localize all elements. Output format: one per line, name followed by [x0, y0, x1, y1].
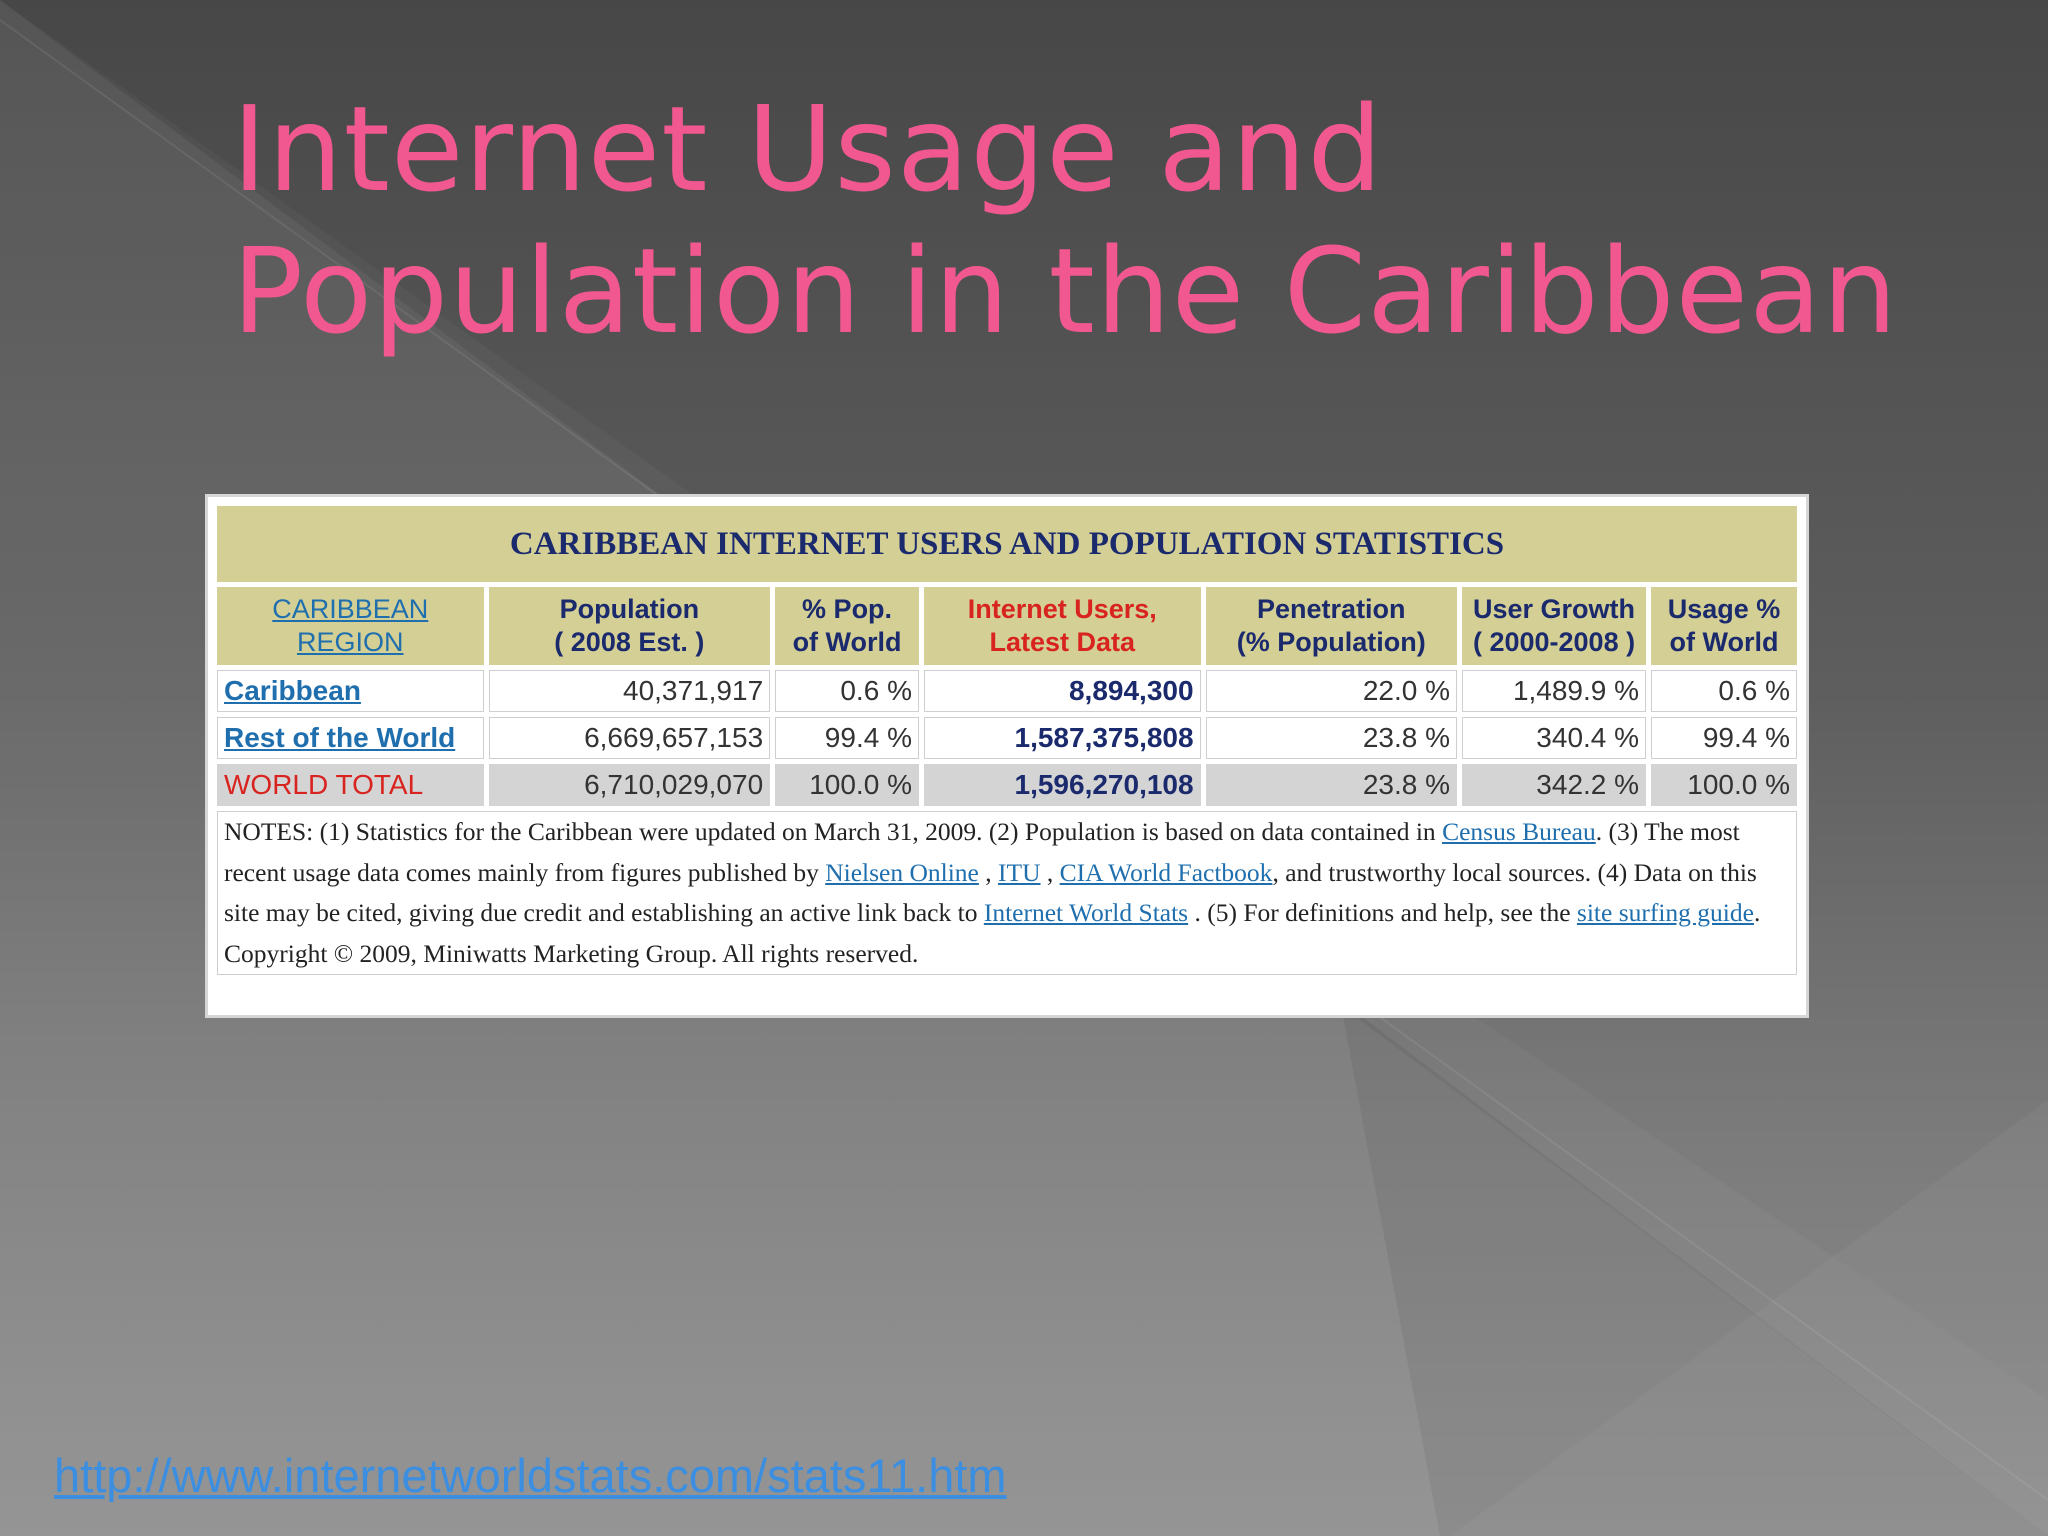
header-population: Population( 2008 Est. )	[488, 587, 771, 665]
table-header-row: CARIBBEAN REGION Population( 2008 Est. ) …	[217, 587, 1797, 665]
table-row: Caribbean 40,371,917 0.6 % 8,894,300 22.…	[217, 670, 1797, 712]
row-region-link[interactable]: Rest of the World	[217, 717, 484, 759]
header-penetration: Penetration (% Population)	[1205, 587, 1457, 665]
cell-internet-users: 8,894,300	[923, 670, 1201, 712]
cell-internet-users: 1,596,270,108	[923, 764, 1201, 806]
cell-penetration: 23.8 %	[1205, 764, 1457, 806]
header-user-growth: User Growth( 2000-2008 )	[1462, 587, 1647, 665]
cell-pct-pop: 99.4 %	[775, 717, 919, 759]
itu-link[interactable]: ITU	[998, 857, 1041, 887]
site-surfing-guide-link[interactable]: site surfing guide	[1576, 898, 1754, 927]
row-region-link[interactable]: Caribbean	[217, 670, 484, 712]
cell-population: 40,371,917	[488, 670, 771, 712]
slide-title-line-2: Population in the Caribbean	[232, 222, 1899, 360]
internet-world-stats-link[interactable]: Internet World Stats	[983, 898, 1189, 927]
cell-usage-pct: 99.4 %	[1651, 717, 1797, 759]
header-region[interactable]: CARIBBEAN REGION	[217, 587, 484, 665]
source-url-link[interactable]: http://www.internetworldstats.com/stats1…	[54, 1449, 1007, 1502]
cell-user-growth: 1,489.9 %	[1462, 670, 1647, 712]
cell-internet-users: 1,587,375,808	[923, 717, 1201, 759]
cell-usage-pct: 100.0 %	[1651, 764, 1797, 806]
cell-penetration: 22.0 %	[1205, 670, 1457, 712]
nielsen-online-link[interactable]: Nielsen Online	[825, 857, 979, 887]
header-pct-pop: % Pop. of World	[775, 587, 919, 665]
census-bureau-link[interactable]: Census Bureau	[1442, 817, 1596, 846]
cell-usage-pct: 0.6 %	[1651, 670, 1797, 712]
table-caption: CARIBBEAN INTERNET USERS AND POPULATION …	[217, 506, 1797, 582]
slide-title-line-1: Internet Usage and	[232, 80, 1384, 218]
header-internet-users: Internet Users, Latest Data	[923, 587, 1201, 665]
row-region-total: WORLD TOTAL	[217, 764, 484, 806]
cell-pct-pop: 0.6 %	[775, 670, 919, 712]
table-notes: NOTES: (1) Statistics for the Caribbean …	[217, 811, 1797, 975]
cell-user-growth: 342.2 %	[1462, 764, 1647, 806]
cell-population: 6,669,657,153	[488, 717, 771, 759]
cia-world-factbook-link[interactable]: CIA World Factbook	[1059, 857, 1273, 887]
statistics-table: CARIBBEAN INTERNET USERS AND POPULATION …	[212, 501, 1802, 980]
cell-pct-pop: 100.0 %	[775, 764, 919, 806]
slide-title: Internet Usage and Population in the Car…	[232, 78, 2012, 362]
cell-penetration: 23.8 %	[1205, 717, 1457, 759]
table-row: Rest of the World 6,669,657,153 99.4 % 1…	[217, 717, 1797, 759]
cell-population: 6,710,029,070	[488, 764, 771, 806]
cell-user-growth: 340.4 %	[1462, 717, 1647, 759]
header-usage-pct: Usage % of World	[1651, 587, 1797, 665]
statistics-table-image: CARIBBEAN INTERNET USERS AND POPULATION …	[205, 494, 1809, 1018]
table-row-total: WORLD TOTAL 6,710,029,070 100.0 % 1,596,…	[217, 764, 1797, 806]
